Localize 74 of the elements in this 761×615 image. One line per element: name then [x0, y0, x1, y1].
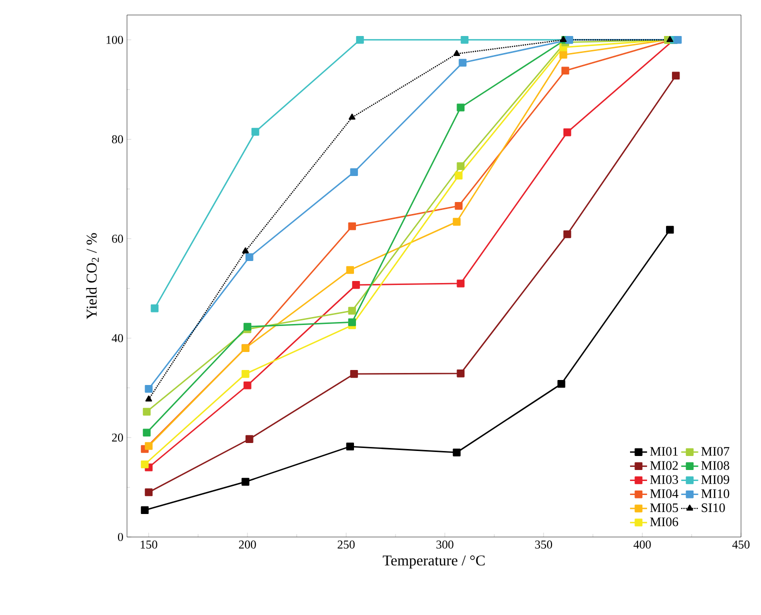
point	[560, 36, 567, 42]
point	[672, 72, 680, 80]
point	[346, 266, 354, 274]
point	[460, 36, 468, 44]
point	[563, 230, 572, 238]
point	[246, 435, 254, 443]
x-tick-label: 350	[535, 540, 552, 549]
point	[456, 162, 465, 170]
legend-label: MI01	[650, 447, 678, 456]
y-tick-label: 100	[106, 36, 124, 44]
point	[557, 380, 566, 388]
point	[244, 322, 252, 331]
x-tick-label: 400	[634, 540, 651, 549]
point	[356, 36, 364, 44]
point	[674, 36, 682, 44]
point	[666, 36, 674, 42]
legend-label: MI10	[701, 489, 730, 498]
point	[144, 488, 153, 496]
point	[458, 58, 467, 67]
point	[142, 408, 151, 416]
point	[242, 478, 250, 486]
point	[142, 428, 151, 436]
point	[352, 281, 360, 289]
point	[244, 381, 252, 390]
point	[454, 172, 463, 180]
y-tick-label: 60	[112, 234, 124, 243]
legend-label: SI10	[702, 503, 725, 512]
legend-label: MI04	[650, 489, 678, 498]
point	[666, 226, 674, 234]
point	[456, 104, 465, 112]
point	[144, 442, 153, 450]
point	[350, 168, 358, 176]
point	[454, 202, 463, 210]
point	[348, 306, 356, 315]
y-axis-title: Yield CO$_{2}$ / %	[86, 233, 99, 320]
point	[452, 218, 461, 226]
legend-label: MI07	[701, 447, 730, 456]
point	[348, 222, 356, 230]
point	[559, 50, 568, 59]
point	[350, 370, 358, 378]
point	[144, 384, 153, 393]
x-tick-label: 450	[732, 540, 750, 549]
point	[246, 253, 254, 261]
legend-label: MI06	[650, 517, 678, 526]
x-tick-label: 150	[140, 540, 158, 549]
point	[561, 66, 570, 75]
y-tick-label: 20	[112, 434, 124, 442]
point	[150, 304, 159, 312]
x-axis-title: Temperature / °C	[382, 555, 485, 569]
x-tick-label: 300	[436, 540, 454, 549]
legend-label: MI02	[650, 461, 678, 470]
point	[452, 448, 461, 456]
point	[348, 318, 356, 326]
point	[453, 50, 460, 56]
legend-label: MI05	[650, 503, 678, 512]
point	[140, 506, 149, 514]
point	[346, 442, 354, 450]
point	[348, 114, 356, 120]
point	[456, 280, 465, 288]
point	[242, 247, 249, 254]
legend-label: MI08	[701, 461, 730, 470]
legend-label: MI09	[701, 475, 730, 484]
y-tick-label: 0	[118, 532, 124, 542]
point	[563, 128, 572, 136]
point	[145, 396, 152, 402]
point	[242, 370, 250, 378]
y-tick-label: 80	[112, 135, 124, 144]
x-tick-label: 200	[239, 540, 256, 549]
point	[140, 460, 149, 468]
point	[456, 370, 465, 378]
legend-label: MI03	[650, 475, 678, 484]
x-tick-label: 250	[338, 540, 355, 549]
y-tick-label: 40	[112, 334, 124, 342]
point	[251, 128, 260, 136]
